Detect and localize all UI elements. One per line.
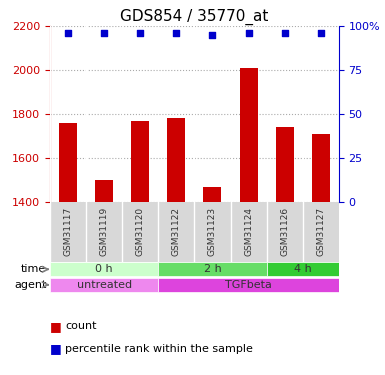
Bar (131, 121, 149, 202)
Text: agent: agent (14, 280, 47, 290)
Title: GDS854 / 35770_at: GDS854 / 35770_at (120, 9, 269, 25)
Text: ■: ■ (50, 342, 62, 355)
Text: TGFbeta: TGFbeta (225, 280, 272, 290)
Text: time: time (21, 264, 47, 274)
Text: GSM31123: GSM31123 (208, 207, 217, 256)
Point (281, 30, 288, 36)
Text: GSM31124: GSM31124 (244, 207, 253, 256)
FancyBboxPatch shape (158, 278, 339, 292)
Point (137, 30, 143, 36)
Text: untreated: untreated (77, 280, 132, 290)
Text: GSM31127: GSM31127 (316, 207, 325, 256)
Text: GSM31119: GSM31119 (100, 207, 109, 256)
Text: 0 h: 0 h (95, 264, 113, 274)
Text: GSM31122: GSM31122 (172, 207, 181, 256)
Text: 2 h: 2 h (204, 264, 221, 274)
Point (65, 30, 71, 36)
Bar (312, 134, 330, 202)
Text: count: count (65, 321, 97, 331)
Text: GSM31117: GSM31117 (64, 207, 73, 256)
FancyBboxPatch shape (158, 262, 266, 276)
Bar (59, 123, 77, 202)
Text: GSM31126: GSM31126 (280, 207, 289, 256)
Bar (276, 127, 294, 202)
Bar (167, 118, 186, 202)
FancyBboxPatch shape (50, 262, 158, 276)
Bar (203, 186, 221, 202)
Text: percentile rank within the sample: percentile rank within the sample (65, 344, 253, 354)
FancyBboxPatch shape (266, 262, 339, 276)
Point (246, 30, 252, 36)
Point (101, 30, 107, 36)
Bar (95, 180, 113, 202)
Bar (239, 68, 258, 202)
Text: ■: ■ (50, 320, 62, 333)
FancyBboxPatch shape (50, 278, 158, 292)
Point (209, 32, 216, 38)
Text: 4 h: 4 h (294, 264, 311, 274)
Text: GSM31120: GSM31120 (136, 207, 145, 256)
Point (318, 30, 324, 36)
Point (173, 30, 179, 36)
